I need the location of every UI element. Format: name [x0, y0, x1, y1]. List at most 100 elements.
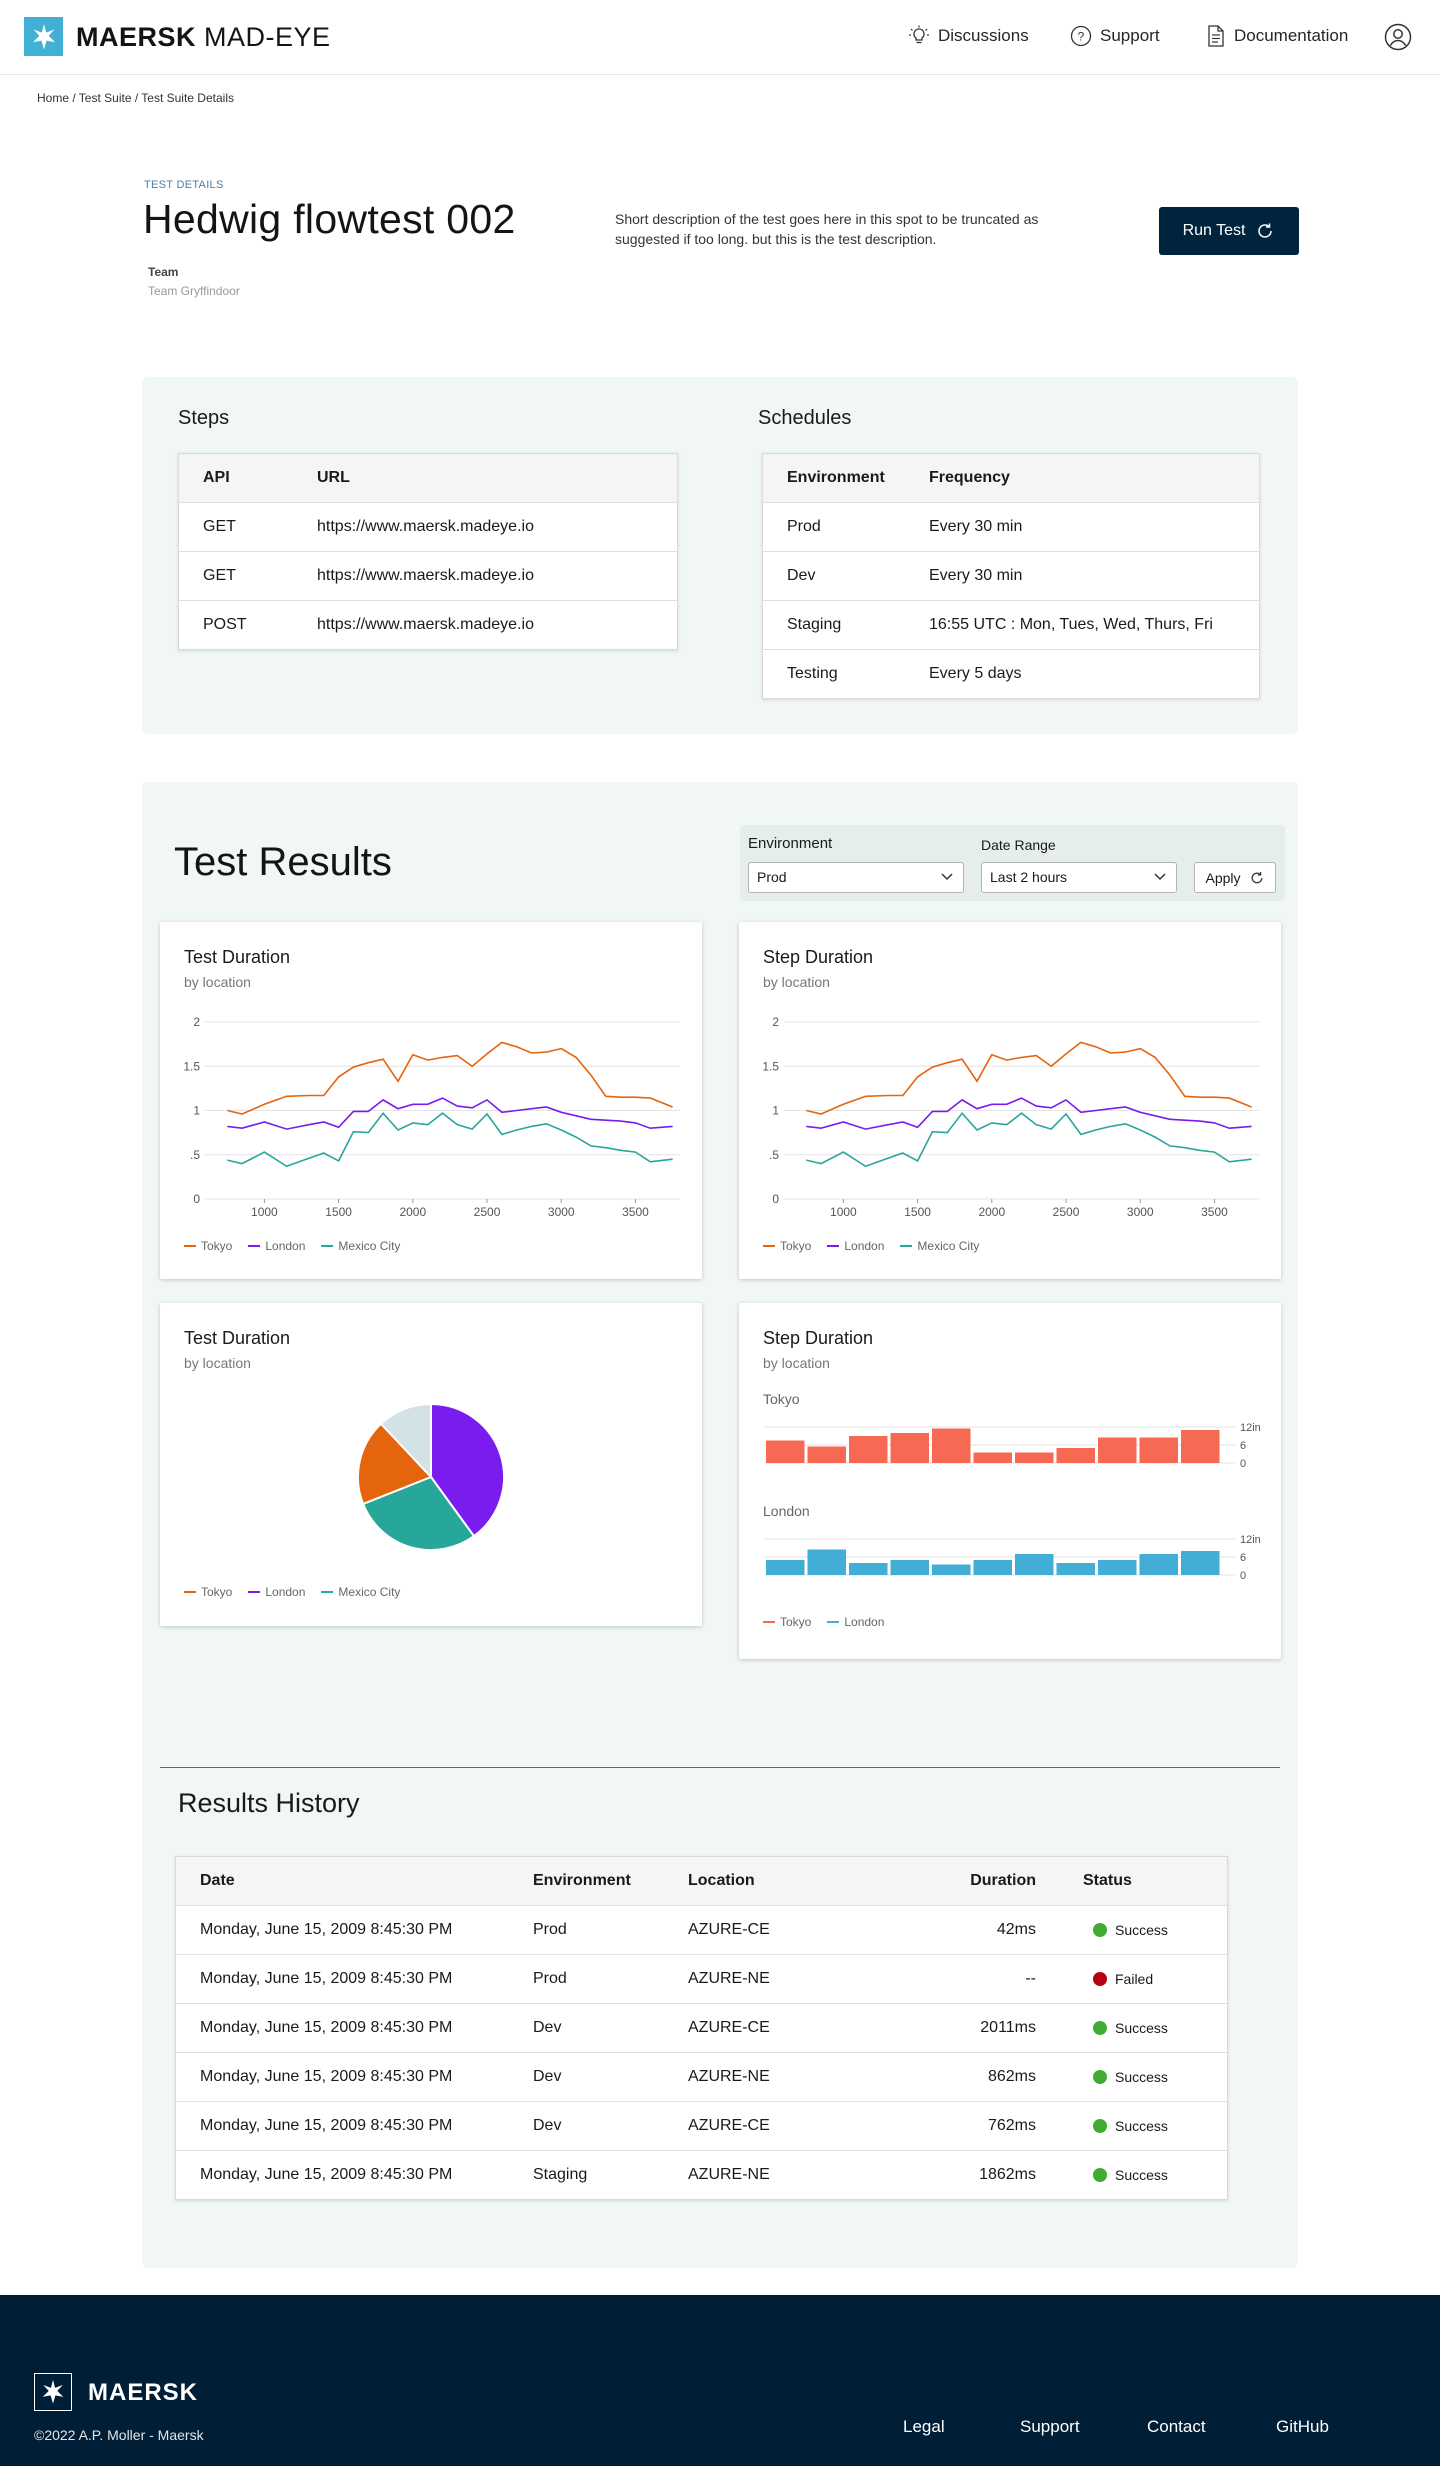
table-row[interactable]: GET https://www.maersk.madeye.io — [179, 502, 677, 551]
top-navigation-bar: MAERSK MAD-EYE Discussions ? Support Doc… — [0, 0, 1440, 75]
table-row[interactable]: Prod Every 30 min — [763, 502, 1259, 551]
bar-london — [766, 1560, 805, 1575]
table-row[interactable]: Staging 16:55 UTC : Mon, Tues, Wed, Thur… — [763, 600, 1259, 649]
legend-label: London — [265, 1585, 306, 1599]
x-tick-label: 1500 — [904, 1205, 931, 1219]
series-line-london — [227, 1097, 673, 1130]
history-duration: 2011ms — [980, 2019, 1036, 2036]
table-row[interactable]: Monday, June 15, 2009 8:45:30 PM Staging A… — [176, 2150, 1227, 2199]
x-tick-label: 1000 — [830, 1205, 857, 1219]
environment-select[interactable]: Prod — [748, 862, 964, 893]
schedule-frequency: Every 5 days — [929, 665, 1022, 682]
nav-discussions[interactable]: Discussions — [908, 25, 1029, 47]
schedules-table-header: Environment Frequency — [763, 454, 1259, 502]
results-history-table: Date Environment Location Duration Statu… — [175, 1856, 1228, 2200]
legend-swatch — [248, 1245, 261, 1247]
status-label: Success — [1115, 1922, 1168, 1938]
legend-label: London — [844, 1615, 885, 1629]
nav-discussions-label: Discussions — [938, 26, 1029, 45]
table-row[interactable]: Monday, June 15, 2009 8:45:30 PM Prod AZUR… — [176, 1954, 1227, 2003]
x-tick-label: 2000 — [399, 1205, 426, 1219]
col-environment: Environment — [787, 469, 885, 486]
success-dot-icon — [1093, 2070, 1107, 2084]
success-dot-icon — [1093, 2119, 1107, 2133]
chart-title: Step Duration — [763, 1328, 874, 1348]
nav-support[interactable]: ? Support — [1070, 25, 1160, 47]
app-brand[interactable]: MAERSK MAD-EYE — [76, 22, 331, 53]
legend-item-mexico-city: Mexico City — [900, 1239, 979, 1253]
failed-dot-icon — [1093, 1972, 1107, 1986]
chart-legend: Tokyo London — [763, 1615, 884, 1629]
step-duration-line-chart: 0 .5 1 1.5 2 1000 1500 2000 2500 3000 3500 — [762, 1015, 1259, 1219]
history-environment: Dev — [533, 2068, 562, 2085]
refresh-icon — [1258, 223, 1273, 238]
y-tick-label: 6 — [1240, 1440, 1246, 1452]
chart-title: Test Duration — [184, 1328, 291, 1348]
footer-link-github[interactable]: GitHub — [1276, 2417, 1329, 2436]
y-tick-label: 0 — [193, 1192, 200, 1206]
status-badge: Success — [1093, 1922, 1168, 1938]
chart-title: Test Duration — [184, 947, 291, 967]
footer-logo[interactable] — [34, 2373, 72, 2411]
status-label: Success — [1115, 2167, 1168, 2183]
legend-label: Tokyo — [780, 1239, 812, 1253]
table-row[interactable]: POST https://www.maersk.madeye.io — [179, 600, 677, 649]
legend-swatch — [827, 1245, 840, 1247]
chevron-down-icon — [941, 873, 953, 881]
bar-tokyo — [973, 1452, 1012, 1463]
chevron-down-icon — [1154, 873, 1166, 881]
maersk-star-logo[interactable] — [24, 17, 63, 56]
svg-text:?: ? — [1078, 30, 1085, 44]
footer-link-support[interactable]: Support — [1020, 2417, 1080, 2436]
date-range-select[interactable]: Last 2 hours — [981, 862, 1177, 893]
step-url[interactable]: https://www.maersk.madeye.io — [317, 616, 534, 633]
y-tick-label: 1 — [772, 1104, 779, 1118]
history-environment: Prod — [533, 1921, 567, 1938]
col-location: Location — [688, 1872, 755, 1889]
table-row[interactable]: GET https://www.maersk.madeye.io — [179, 551, 677, 600]
history-environment: Prod — [533, 1970, 567, 1987]
table-row[interactable]: Monday, June 15, 2009 8:45:30 PM Prod AZUR… — [176, 1905, 1227, 1954]
legend-item-london: London — [248, 1585, 305, 1599]
run-test-button[interactable]: Run Test — [1159, 207, 1299, 255]
x-tick-label: 1000 — [251, 1205, 278, 1219]
help-circle-icon: ? — [1070, 25, 1092, 47]
steps-table: API URL GET https://www.maersk.madeye.io… — [178, 453, 678, 650]
team-value: Team Gryffindoor — [148, 284, 240, 298]
step-url[interactable]: https://www.maersk.madeye.io — [317, 567, 534, 584]
table-row[interactable]: Monday, June 15, 2009 8:45:30 PM Dev AZURE… — [176, 2052, 1227, 2101]
legend-swatch — [184, 1591, 196, 1593]
schedule-frequency: Every 30 min — [929, 518, 1023, 535]
history-duration: 1862ms — [979, 2166, 1036, 2183]
legend-swatch — [900, 1245, 913, 1247]
bar-panel-label-tokyo: Tokyo — [763, 1391, 800, 1407]
history-environment: Dev — [533, 2019, 562, 2036]
nav-documentation[interactable]: Documentation — [1206, 25, 1348, 47]
history-location: AZURE-NE — [688, 2166, 770, 2183]
test-description: Short description of the test goes here … — [615, 211, 1039, 247]
table-row[interactable]: Testing Every 5 days — [763, 649, 1259, 698]
table-row[interactable]: Dev Every 30 min — [763, 551, 1259, 600]
legend-swatch — [763, 1245, 775, 1247]
footer-link-legal[interactable]: Legal — [903, 2417, 945, 2436]
table-row[interactable]: Monday, June 15, 2009 8:45:30 PM Dev AZURE… — [176, 2003, 1227, 2052]
legend-item-mexico-city: Mexico City — [321, 1585, 400, 1599]
breadcrumb[interactable]: Home / Test Suite / Test Suite Details — [37, 91, 234, 105]
environment-select-value: Prod — [757, 869, 787, 885]
table-row[interactable]: Monday, June 15, 2009 8:45:30 PM Dev AZURE… — [176, 2101, 1227, 2150]
step-url[interactable]: https://www.maersk.madeye.io — [317, 518, 534, 535]
test-duration-pie-chart — [356, 1402, 506, 1551]
bar-tokyo — [932, 1428, 971, 1463]
status-label: Failed — [1115, 1971, 1154, 1987]
footer-link-contact[interactable]: Contact — [1147, 2417, 1206, 2436]
user-circle-icon[interactable] — [1384, 23, 1412, 51]
refresh-icon — [1251, 871, 1262, 883]
history-environment: Staging — [533, 2166, 588, 2183]
legend-label: Tokyo — [780, 1615, 812, 1629]
legend-label: Tokyo — [201, 1585, 233, 1599]
apply-filter-button[interactable]: Apply — [1194, 862, 1276, 893]
history-date: Monday, June 15, 2009 8:45:30 PM — [200, 2019, 453, 2036]
star-icon — [42, 2379, 64, 2404]
history-duration: 762ms — [987, 2117, 1036, 2134]
bar-london — [1181, 1551, 1220, 1575]
